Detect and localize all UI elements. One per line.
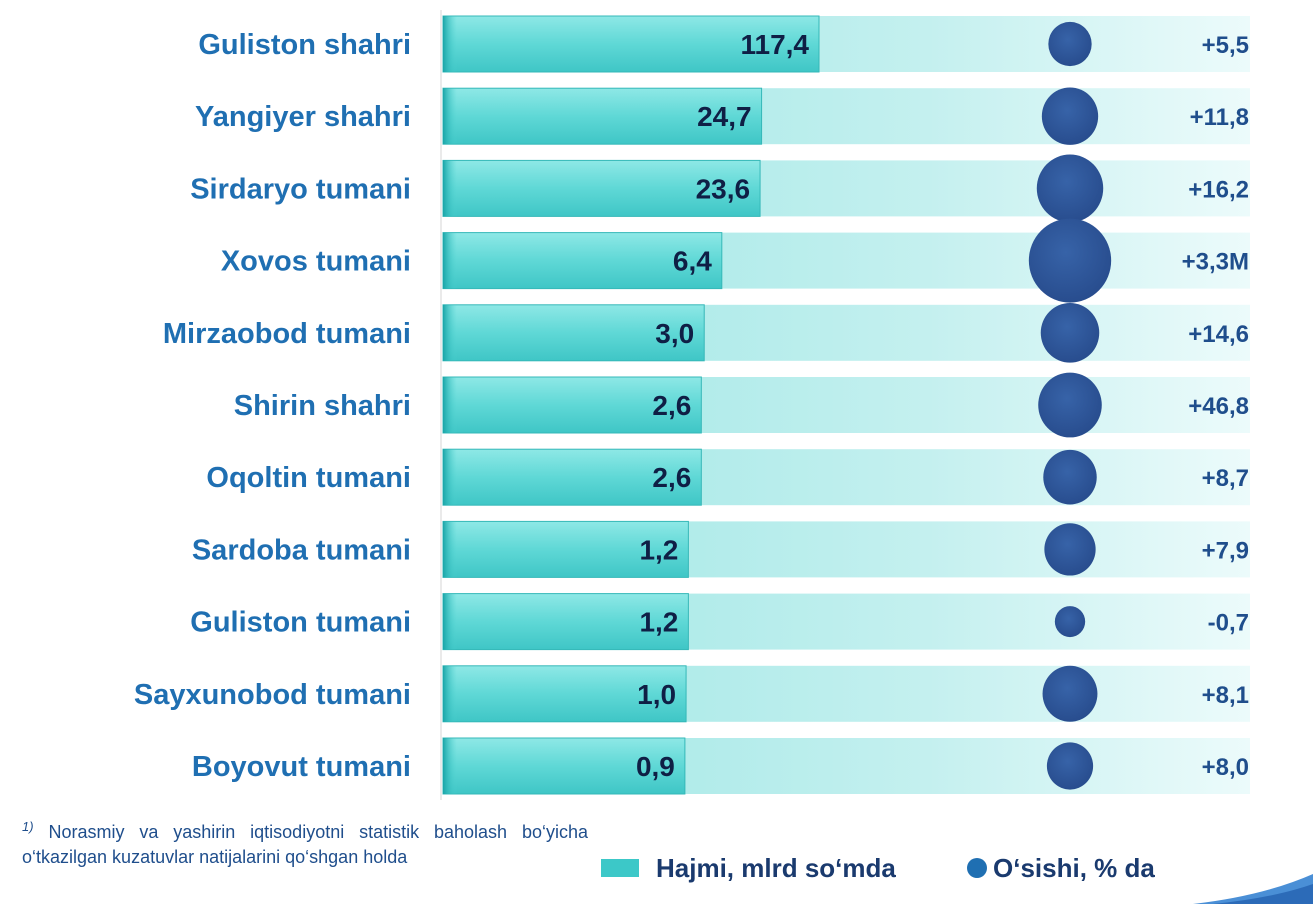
legend-label-volume: Hajmi, mlrd so‘mda: [656, 852, 896, 883]
category-label: Boyovut tumani: [192, 751, 411, 783]
value-label: 1,2: [639, 607, 678, 638]
category-label: Sayxunobod tumani: [134, 679, 411, 711]
growth-bubble: [1048, 21, 1092, 67]
growth-label: -0,7: [1208, 610, 1249, 637]
value-label: 2,6: [652, 462, 691, 493]
growth-bubble: [1041, 87, 1099, 145]
bar: [442, 665, 687, 723]
value-label: 0,9: [636, 751, 675, 782]
value-label: 6,4: [673, 246, 712, 277]
growth-bubble: [1040, 302, 1100, 363]
bar: [442, 232, 723, 290]
growth-label: +46,8: [1188, 393, 1249, 420]
legend-swatch-bubble: [967, 858, 987, 878]
legend-swatch-bar: [601, 859, 639, 877]
growth-label: +3,3M: [1182, 249, 1249, 276]
bar-edge-shade: [443, 521, 457, 578]
bar-edge-shade: [443, 88, 457, 145]
bar: [442, 737, 686, 795]
growth-bubble: [1042, 665, 1098, 722]
category-label: Sardoba tumani: [192, 534, 411, 566]
value-label: 24,7: [697, 101, 752, 132]
category-label: Oqoltin tumani: [206, 462, 411, 494]
growth-bubble: [1046, 742, 1094, 790]
bar-edge-shade: [443, 377, 457, 433]
growth-label: +14,6: [1188, 321, 1249, 348]
growth-bubble: [1044, 523, 1096, 576]
bar: [442, 593, 689, 651]
category-label: Shirin shahri: [234, 390, 411, 422]
category-label: Guliston tumani: [190, 607, 411, 639]
bar: [442, 87, 763, 145]
value-label: 1,2: [639, 534, 678, 565]
growth-label: +8,1: [1202, 682, 1249, 709]
growth-label: +7,9: [1202, 537, 1249, 564]
bar: [442, 448, 702, 506]
bar: [442, 15, 820, 73]
bar-edge-shade: [443, 449, 457, 506]
growth-bubble: [1054, 606, 1086, 638]
bar-edge-shade: [443, 16, 457, 72]
legend-item-volume: Hajmi, mlrd so‘mda: [601, 852, 896, 884]
bar-edge-shade: [443, 232, 457, 289]
bar-edge-shade: [443, 738, 457, 794]
bar: [442, 520, 689, 578]
growth-bubble: [1036, 154, 1104, 223]
growth-label: +8,7: [1202, 465, 1249, 492]
footnote: 1) Norasmiy va yashirin iqtisodiyotni st…: [22, 814, 588, 870]
bar-edge-shade: [443, 160, 457, 217]
growth-label: +16,2: [1188, 176, 1249, 203]
bar-edge-shade: [443, 665, 457, 722]
decorative-swoosh: [1193, 874, 1313, 904]
category-label: Mirzaobod tumani: [163, 318, 411, 350]
category-label: Yangiyer shahri: [195, 101, 411, 133]
growth-bubble: [1028, 218, 1112, 303]
legend-item-growth: O‘sishi, % da: [967, 852, 1155, 884]
value-label: 2,6: [652, 390, 691, 421]
bar-edge-shade: [443, 593, 457, 650]
category-label: Guliston shahri: [198, 29, 411, 61]
growth-bubble: [1043, 449, 1097, 505]
value-label: 117,4: [740, 29, 809, 60]
value-label: 3,0: [655, 318, 694, 349]
footnote-marker: 1): [22, 819, 34, 834]
bar: [442, 376, 702, 434]
legend-label-growth: O‘sishi, % da: [993, 852, 1155, 883]
category-label: Xovos tumani: [221, 246, 411, 278]
growth-bubble: [1038, 372, 1102, 438]
value-label: 1,0: [637, 679, 676, 710]
growth-label: +8,0: [1202, 754, 1249, 781]
category-label: Sirdaryo tumani: [190, 173, 411, 205]
bar-edge-shade: [443, 304, 457, 361]
growth-label: +11,8: [1190, 104, 1249, 131]
footnote-text: Norasmiy va yashirin iqtisodiyotni stati…: [22, 822, 588, 867]
value-label: 23,6: [696, 173, 751, 204]
growth-label: +5,5: [1202, 32, 1249, 59]
